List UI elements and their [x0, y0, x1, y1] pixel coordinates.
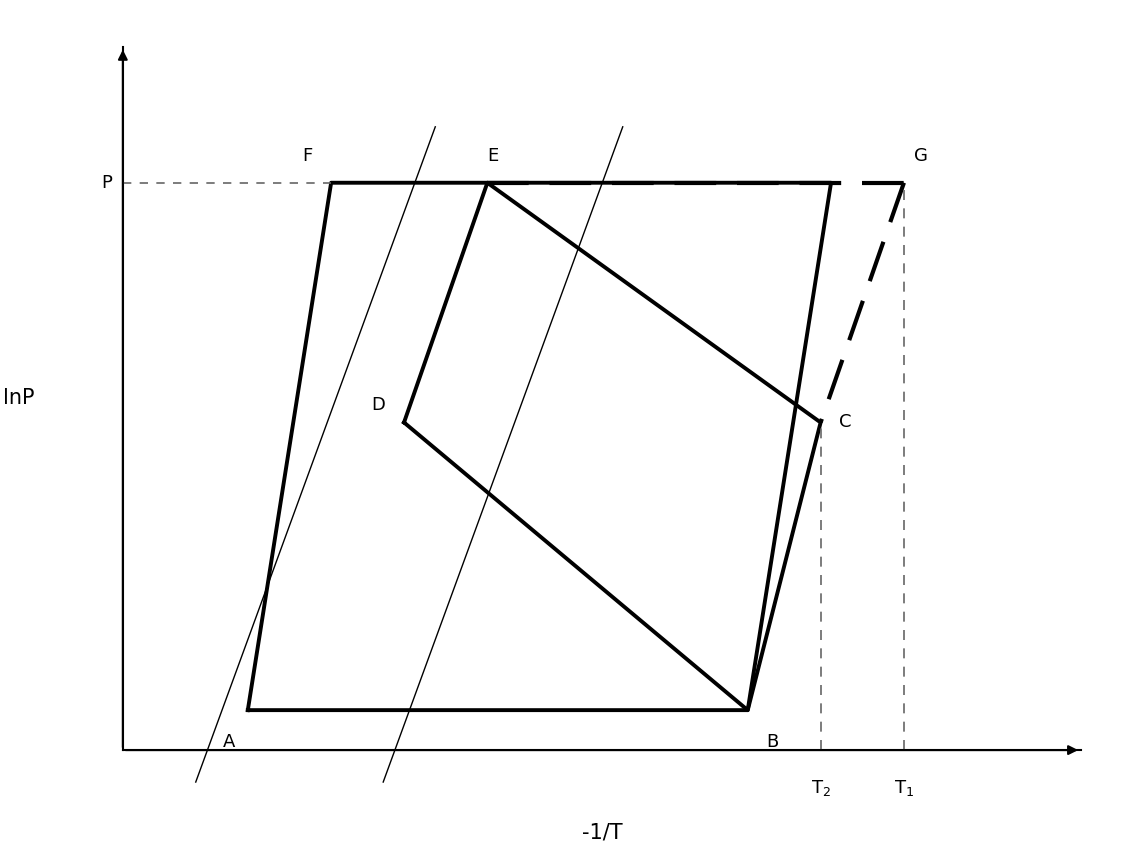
Text: B: B [766, 733, 779, 750]
Text: A: A [223, 733, 235, 750]
Text: G: G [914, 147, 928, 165]
Text: C: C [839, 414, 852, 431]
Text: $\mathregular{T_2}$: $\mathregular{T_2}$ [811, 778, 831, 798]
Text: F: F [302, 147, 312, 165]
Text: P: P [101, 173, 113, 192]
Text: D: D [372, 397, 385, 415]
Text: $\mathregular{T_1}$: $\mathregular{T_1}$ [894, 778, 914, 798]
Text: -1/T: -1/T [581, 822, 622, 842]
Text: lnP: lnP [3, 388, 34, 409]
Text: E: E [487, 147, 498, 165]
